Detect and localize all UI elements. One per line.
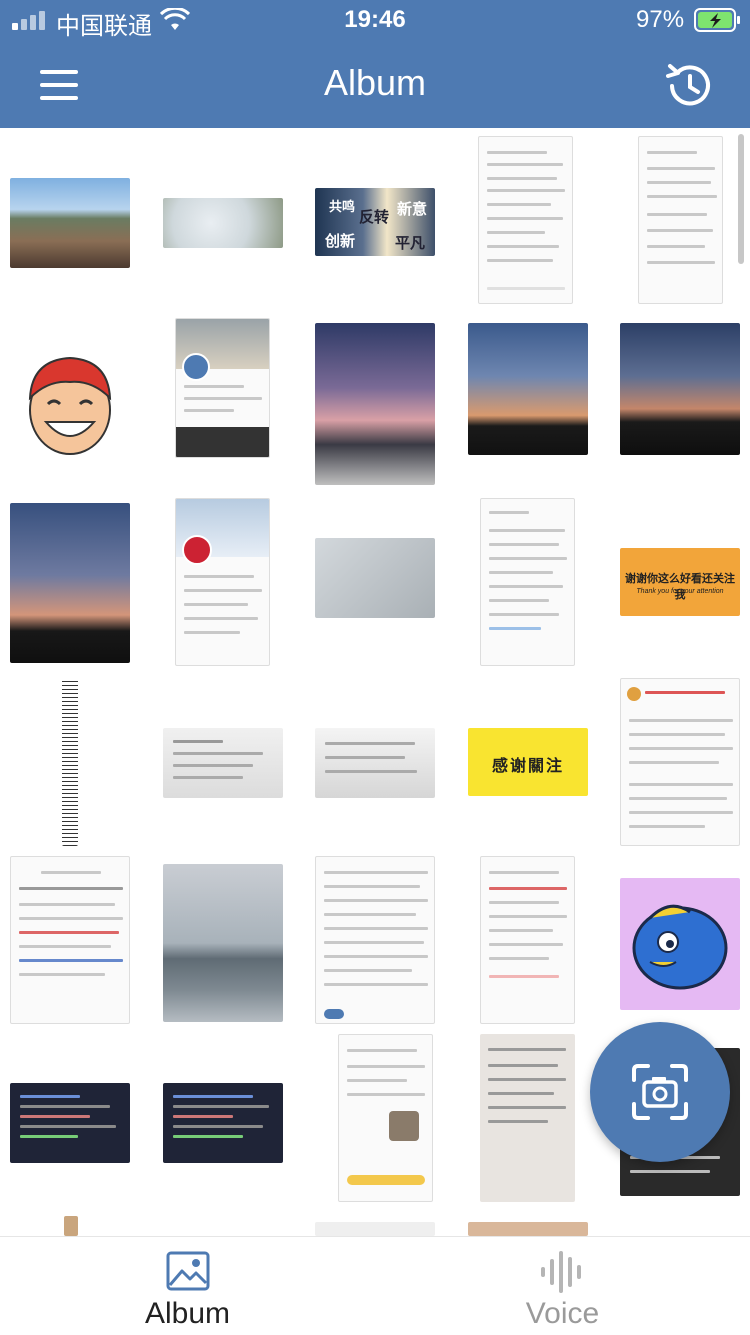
signal-icon (12, 11, 45, 30)
screenshot-thumbnail[interactable] (10, 856, 130, 1024)
tab-album-label: Album (144, 1297, 231, 1330)
poster-word: 共鸣 (329, 199, 356, 214)
wifi-icon (160, 8, 190, 30)
voice-icon (541, 1251, 581, 1293)
thanks-banner-thumbnail[interactable]: 谢谢你这么好看还关注我 Thank you for your attention (620, 548, 740, 616)
menu-icon (40, 70, 78, 100)
screenshot-thumbnail[interactable] (315, 856, 435, 1024)
poster-word: 新意 (397, 201, 428, 218)
battery-icon (694, 8, 740, 32)
menu-button[interactable] (30, 62, 90, 108)
photo-thumbnail[interactable] (10, 503, 130, 663)
photo-thumbnail[interactable] (468, 323, 588, 455)
cartoon-thumbnail[interactable] (10, 346, 130, 464)
thanks-text: 谢谢你这么好看还关注我 (625, 573, 735, 601)
screenshot-thumbnail[interactable] (175, 498, 270, 666)
photo-thumbnail[interactable] (620, 323, 740, 455)
screenshot-thumbnail[interactable] (478, 136, 573, 304)
poster-word: 反转 (359, 209, 390, 226)
code-screenshot-thumbnail[interactable] (163, 1083, 283, 1163)
photo-thumbnail[interactable] (64, 1216, 78, 1236)
code-screenshot-thumbnail[interactable] (10, 1083, 130, 1163)
screenshot-thumbnail[interactable] (480, 1034, 575, 1202)
photo-thumbnail[interactable]: 共鸣 反转 新意 创新 平凡 (315, 188, 435, 256)
album-icon (166, 1251, 210, 1291)
photo-thumbnail[interactable] (468, 1222, 588, 1236)
screenshot-thumbnail[interactable] (480, 498, 575, 666)
page-title: Album (323, 62, 427, 103)
battery-percent: 97% (636, 6, 685, 33)
screenshot-thumbnail[interactable] (480, 856, 575, 1024)
tab-voice[interactable]: Voice (375, 1237, 750, 1335)
status-bar: 中国联通 19:46 97% (0, 0, 750, 40)
photo-thumbnail[interactable] (315, 1222, 435, 1236)
scrollbar[interactable] (738, 134, 744, 264)
status-time: 19:46 (344, 6, 406, 33)
yellow-thanks-text: 感谢關注 (491, 758, 564, 775)
history-button[interactable] (660, 58, 720, 114)
screenshot-thumbnail[interactable] (638, 136, 723, 304)
tab-voice-label: Voice (525, 1297, 600, 1330)
fish-icon (632, 904, 728, 990)
camera-scan-button[interactable] (590, 1022, 730, 1162)
screenshot-thumbnail[interactable] (338, 1034, 433, 1202)
cartoon-face-icon (28, 356, 112, 455)
poster-word: 创新 (325, 233, 356, 250)
photo-thumbnail[interactable] (163, 728, 283, 798)
tab-bar: Album Voice (0, 1236, 750, 1335)
poster-word: 平凡 (395, 235, 426, 252)
tab-album[interactable]: Album (0, 1237, 375, 1335)
photo-thumbnail[interactable] (163, 198, 283, 248)
photo-thumbnail[interactable] (10, 178, 130, 268)
thanks-subtext: Thank you for your attention (636, 588, 724, 595)
photo-thumbnail[interactable] (315, 323, 435, 485)
screenshot-thumbnail[interactable] (175, 318, 270, 458)
camera-scan-icon (632, 1064, 688, 1120)
photo-thumbnail[interactable] (163, 864, 283, 1022)
fish-sticker-thumbnail[interactable] (620, 878, 740, 1010)
history-icon (666, 64, 710, 106)
carrier-name: 中国联通 (56, 13, 152, 40)
document-thumbnail[interactable] (62, 678, 78, 846)
photo-grid: 共鸣 反转 新意 创新 平凡 (0, 128, 750, 1236)
photo-thumbnail[interactable] (315, 728, 435, 798)
photo-thumbnail[interactable] (315, 538, 435, 618)
thanks-yellow-thumbnail[interactable]: 感谢關注 (468, 728, 588, 796)
top-bar: 中国联通 19:46 97% Album (0, 0, 750, 128)
screenshot-thumbnail[interactable] (620, 678, 740, 846)
